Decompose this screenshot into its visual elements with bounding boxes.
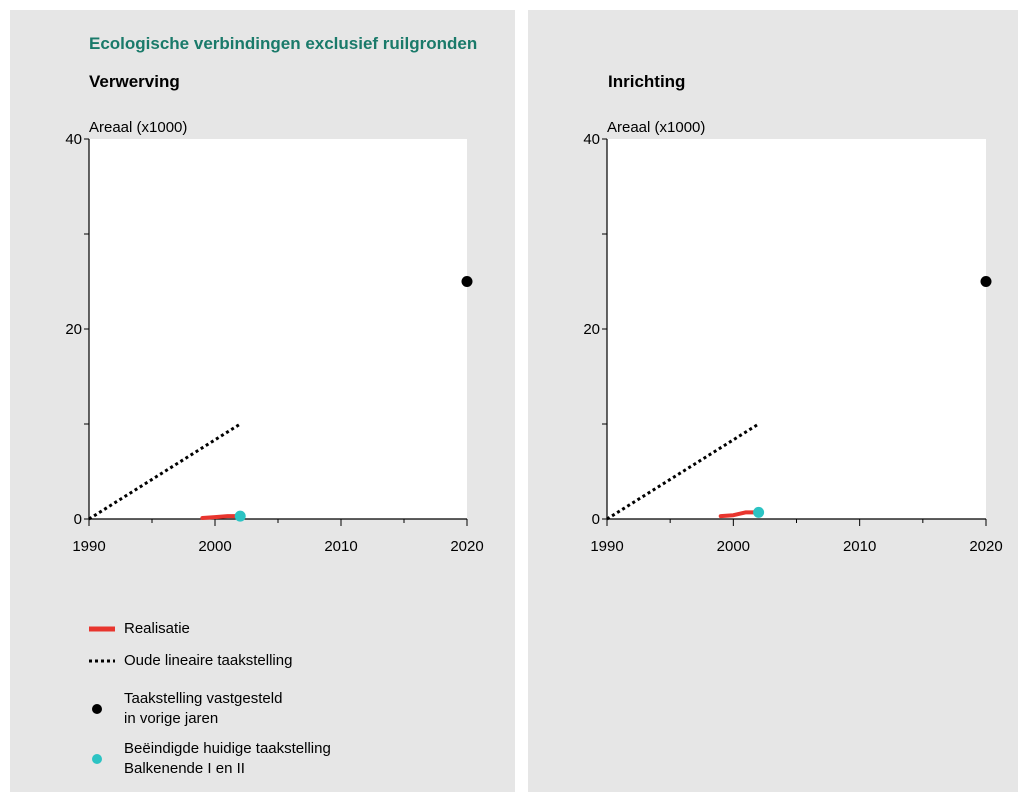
verwerving-x-tick-label-2020: 2020	[450, 538, 483, 555]
legend-oude-label: Oude lineaire taakstelling	[124, 652, 293, 669]
verwerving-point-taakstelling-vastgesteld	[461, 276, 473, 287]
inrichting-y-axis-label: Areaal (x1000)	[607, 119, 705, 136]
inrichting-x-tick-label-2020: 2020	[969, 538, 1002, 555]
chart-title-verwerving: Verwerving	[89, 72, 180, 91]
inrichting-series-realisatie	[718, 510, 761, 519]
chart-title-inrichting: Inrichting	[608, 72, 686, 91]
legend-huidige-label-2: Balkenende I en II	[124, 760, 245, 777]
legend-vastgesteld-swatch	[92, 704, 102, 714]
legend-huidige-swatch	[92, 754, 102, 764]
verwerving-plot-area	[89, 139, 467, 519]
inrichting-y-tick-label-40: 40	[583, 131, 600, 148]
main-title: Ecologische verbindingen exclusief ruilg…	[89, 34, 478, 53]
verwerving-x-tick-label-1990: 1990	[72, 538, 105, 555]
legend-vastgesteld-label-2: in vorige jaren	[124, 710, 219, 727]
verwerving-point-huidige-taakstelling	[234, 510, 246, 522]
verwerving-y-tick-label-20: 20	[65, 321, 82, 338]
verwerving-x-tick-label-2000: 2000	[198, 538, 231, 555]
verwerving-series-realisatie	[200, 514, 243, 521]
inrichting-point-huidige-taakstelling	[753, 506, 765, 518]
inrichting-x-tick-label-1990: 1990	[590, 538, 623, 555]
inrichting-x-tick-label-2010: 2010	[843, 538, 876, 555]
verwerving-y-tick-label-40: 40	[65, 131, 82, 148]
inrichting-y-tick-label-0: 0	[592, 511, 600, 528]
inrichting-plot-area	[607, 139, 986, 519]
legend-huidige-label-1: Beëindigde huidige taakstelling	[124, 740, 331, 757]
verwerving-y-axis-label: Areaal (x1000)	[89, 119, 187, 136]
verwerving-x-tick-label-2010: 2010	[324, 538, 357, 555]
legend-realisatie-label: Realisatie	[124, 620, 190, 637]
inrichting-y-tick-label-20: 20	[583, 321, 600, 338]
inrichting-point-taakstelling-vastgesteld	[980, 276, 992, 287]
inrichting-x-tick-label-2000: 2000	[717, 538, 750, 555]
legend-vastgesteld-label-1: Taakstelling vastgesteld	[124, 690, 283, 707]
verwerving-y-tick-label-0: 0	[74, 511, 82, 528]
